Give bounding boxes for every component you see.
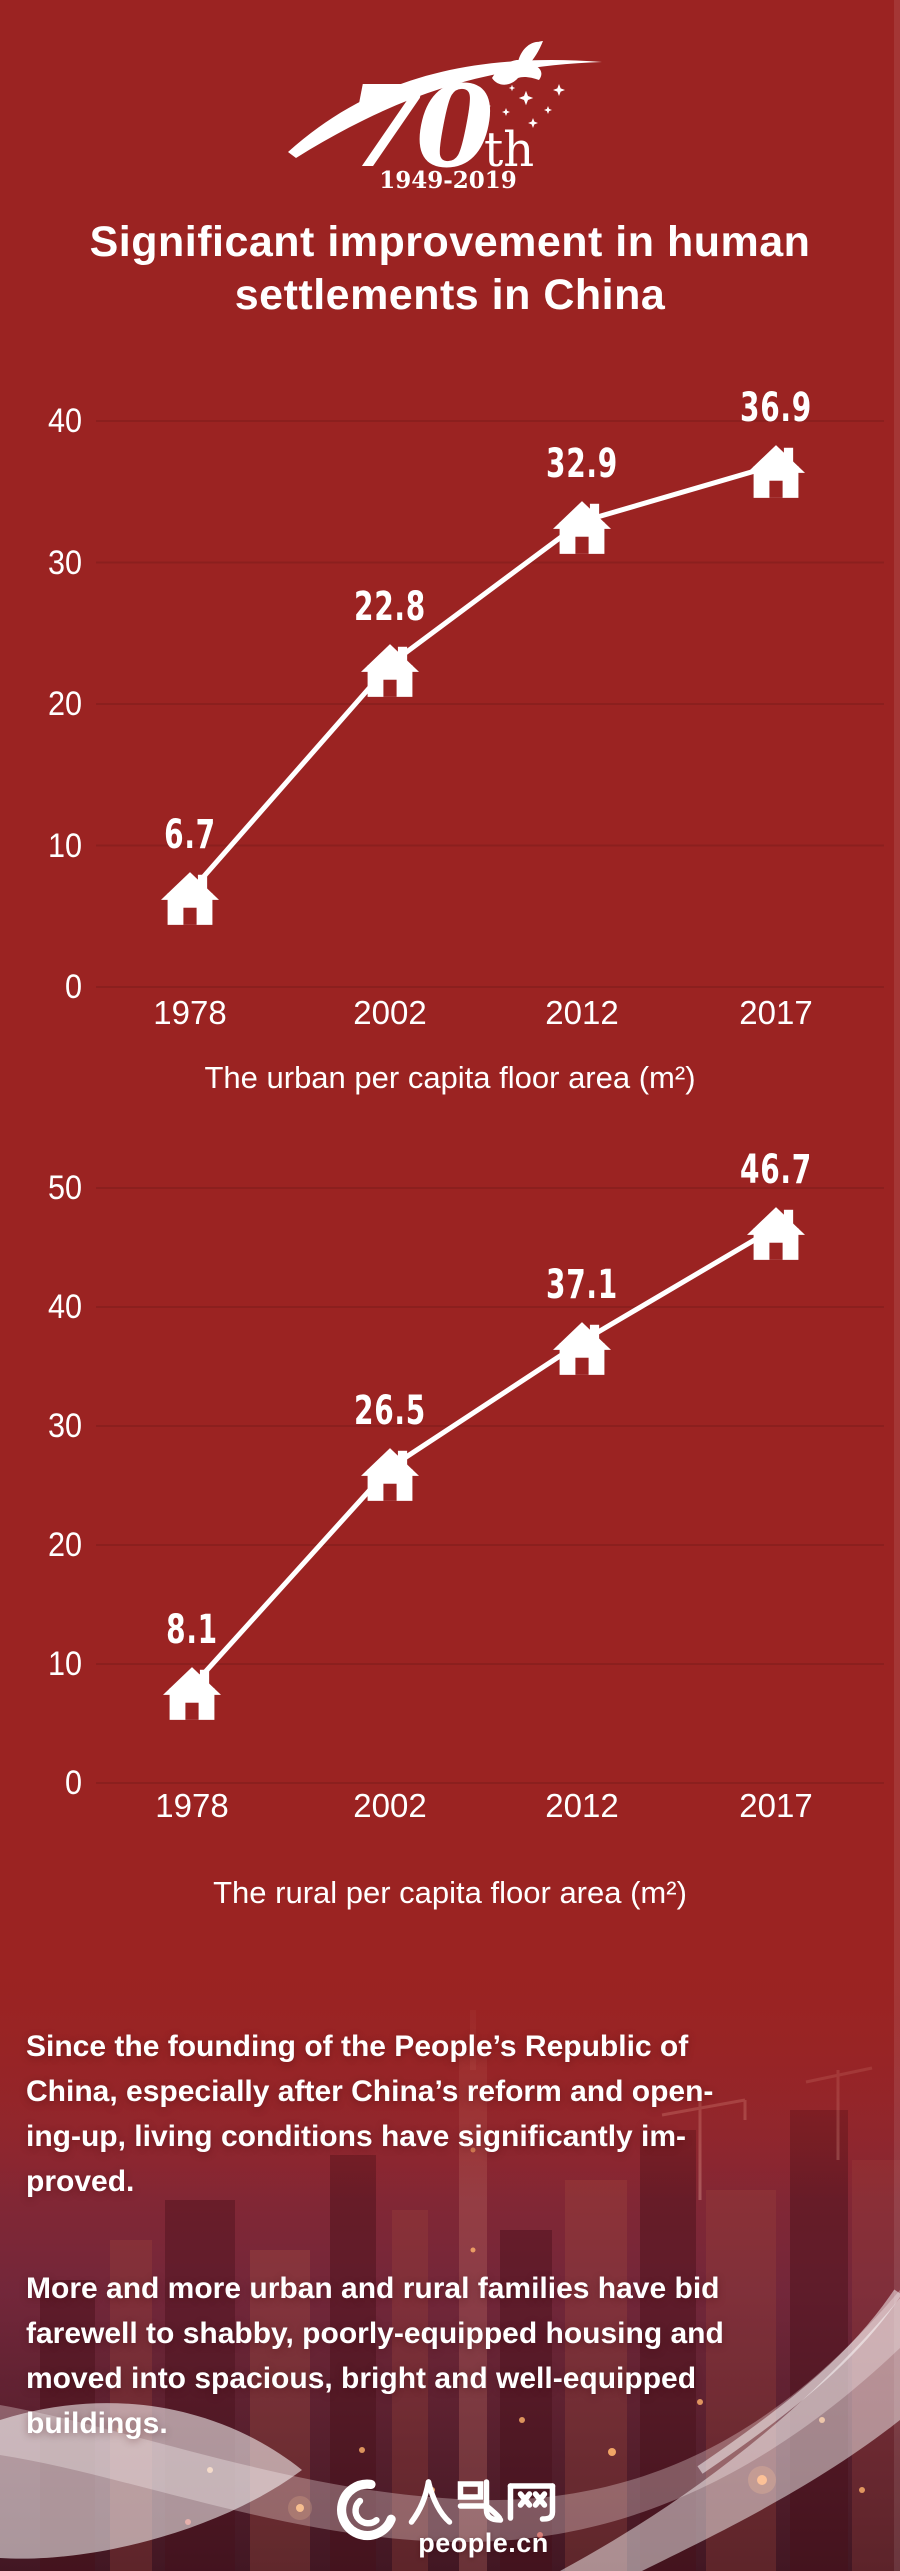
y-axis-tick-label: 10 [47,826,82,865]
rural-floor-area-chart: 0 10 20 30 40 50 8.1 1978 26.5 2002 37.1 2012 46.7 20… [0,1140,900,1940]
white-wave-swoosh [0,2289,900,2571]
y-axis-tick-label: 20 [47,685,82,723]
paragraph-line: ing-up, living conditions have significa… [26,2120,687,2153]
y-axis-tick-label: 30 [47,543,82,582]
paragraph-line: Since the founding of the People’s Repub… [26,2030,689,2063]
y-axis-tick-label: 40 [47,402,82,440]
y-axis-tick-label: 20 [47,1526,82,1564]
paragraph-line: buildings. [26,2407,168,2440]
body-paragraph-1: Since the founding of the People’s Repub… [26,2024,878,2204]
logo-suffix: th [484,122,534,178]
data-point-label: 26.5 [354,1387,426,1434]
house-icon [161,872,219,926]
body-paragraph-2: More and more urban and rural families h… [26,2266,878,2446]
chart-plot-area [96,420,884,988]
house-icon [361,1447,419,1501]
data-point-label: 37.1 [546,1261,618,1308]
house-icon [747,1207,805,1261]
paragraph-line: China, especially after China’s reform a… [26,2075,714,2108]
house-icon [553,1321,611,1375]
swoosh-arc-icon [288,60,602,158]
y-axis-tick-label: 10 [47,1645,82,1683]
paragraph-line: proved. [26,2165,135,2198]
y-axis-tick-label: 40 [47,1288,82,1326]
people-cn-logo: people.cn [332,2476,558,2559]
people-cn-swirl-icon [337,2479,396,2540]
people-cn-wordmark: people.cn [418,2528,549,2558]
data-line [187,462,779,895]
dove-icon [492,41,543,85]
paragraph-line: More and more urban and rural families h… [26,2272,720,2305]
y-axis-tick-label: 30 [47,1407,82,1445]
x-axis-label: 2002 [353,994,427,1031]
data-line [189,1224,779,1690]
paragraph-line: farewell to shabby, poorly-equipped hous… [26,2317,724,2350]
data-point-label: 32.9 [546,441,618,488]
y-axis-tick-label: 0 [64,968,82,1006]
data-point-label: 46.7 [740,1147,812,1194]
logo-number: 70 [346,62,493,193]
house-icon [361,644,419,698]
data-point-label: 6.7 [164,812,216,859]
paragraph-line: moved into spacious, bright and well-equ… [26,2362,697,2395]
x-axis-label: 2012 [545,1787,619,1824]
70th-anniversary-logo: 70 th 1949-2019 [288,41,602,193]
x-axis-label: 1978 [155,1787,229,1824]
x-axis-label: 2017 [739,994,813,1031]
right-edge-strip [894,0,900,2571]
page-title-line1: Significant improvement in human [89,218,811,266]
y-axis-tick-label: 50 [47,1169,82,1207]
x-axis-label: 2002 [353,1787,427,1824]
chart-plot-area [96,1187,884,1784]
city-skyline-background [0,1950,900,2571]
page-title-line2: settlements in China [234,271,666,319]
chart-caption: The urban per capita floor area (m²) [204,1060,696,1095]
house-icon [747,444,805,498]
y-axis-tick-label: 0 [64,1764,82,1802]
x-axis-label: 2017 [739,1787,813,1824]
renminwang-wordmark-icon [408,2479,556,2525]
logo-years: 1949-2019 [379,167,517,193]
chart-caption: The rural per capita floor area (m²) [213,1875,687,1910]
house-icon [553,501,611,555]
data-point-label: 36.9 [740,384,812,431]
data-point-label: 22.8 [354,584,426,631]
x-axis-label: 2012 [545,994,619,1031]
data-point-label: 8.1 [166,1606,218,1653]
x-axis-label: 1978 [153,994,227,1031]
house-icon [163,1666,221,1720]
page-title: Significant improvement in human settlem… [0,216,900,322]
urban-floor-area-chart: 0 10 20 30 40 6.7 1978 22.8 2002 32.9 2012 36.9 2017… [0,340,900,1130]
